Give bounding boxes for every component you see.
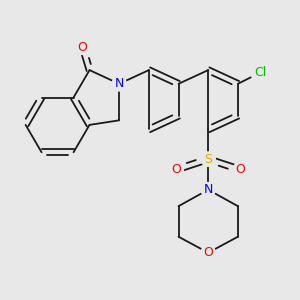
Text: N: N	[115, 77, 124, 90]
Text: O: O	[235, 163, 245, 176]
Text: O: O	[171, 163, 181, 176]
Circle shape	[233, 162, 247, 177]
Circle shape	[201, 245, 215, 260]
Circle shape	[251, 63, 271, 82]
Circle shape	[112, 76, 126, 91]
Text: O: O	[203, 246, 213, 259]
Text: N: N	[203, 183, 213, 196]
Circle shape	[201, 182, 215, 197]
Circle shape	[201, 152, 215, 166]
Text: S: S	[204, 153, 212, 166]
Circle shape	[169, 162, 183, 177]
Text: O: O	[78, 41, 88, 54]
Text: Cl: Cl	[255, 66, 267, 79]
Circle shape	[76, 40, 90, 55]
